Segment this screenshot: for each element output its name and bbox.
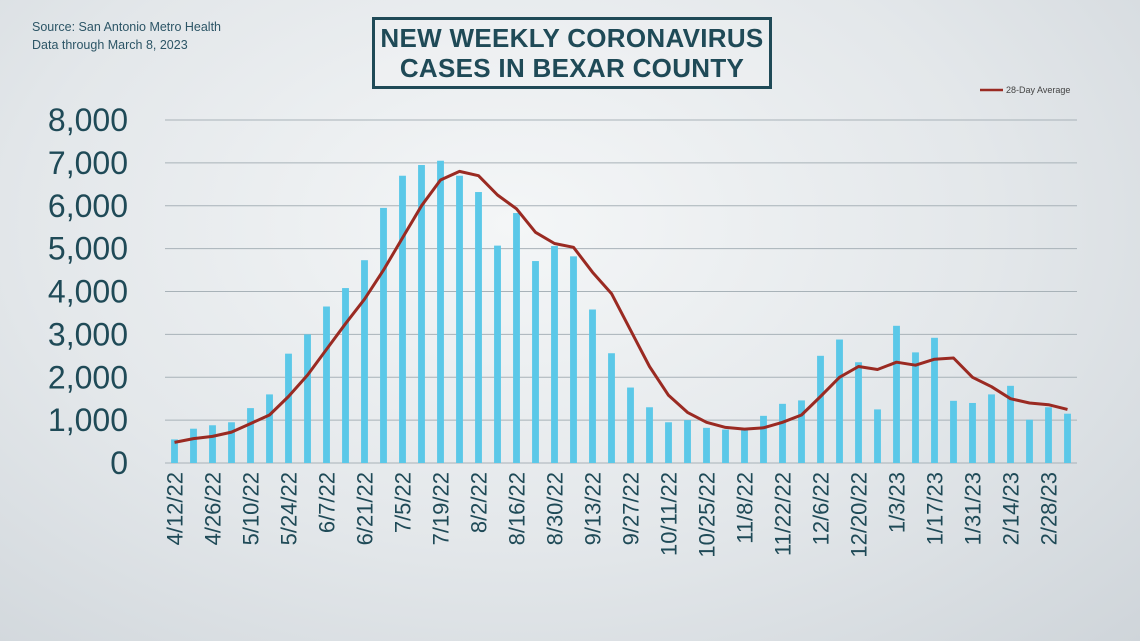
bar xyxy=(665,422,672,463)
y-tick-label: 6,000 xyxy=(48,188,128,224)
x-tick-label: 1/31/23 xyxy=(961,472,986,545)
y-tick-label: 0 xyxy=(110,445,128,481)
x-tick-label: 11/22/22 xyxy=(771,472,796,556)
bar xyxy=(684,420,691,463)
bar xyxy=(608,353,615,463)
bar xyxy=(988,394,995,463)
bar xyxy=(342,288,349,463)
legend-label: 28-Day Average xyxy=(1006,85,1070,95)
bar xyxy=(855,362,862,463)
bar xyxy=(969,402,976,463)
bar xyxy=(950,400,957,463)
bar xyxy=(874,409,881,463)
bar xyxy=(836,339,843,463)
bar xyxy=(779,403,786,463)
chart-title-box: NEW WEEKLY CORONAVIRUS CASES IN BEXAR CO… xyxy=(372,17,772,89)
y-tick-label: 7,000 xyxy=(48,145,128,181)
average-line xyxy=(174,169,1068,444)
bar xyxy=(817,355,824,463)
y-tick-label: 4,000 xyxy=(48,274,128,310)
bar xyxy=(399,175,406,464)
bar xyxy=(798,400,805,463)
chart-title-line-2: CASES IN BEXAR COUNTY xyxy=(399,53,745,83)
bar xyxy=(912,352,919,463)
bar xyxy=(627,387,634,463)
x-tick-label: 9/13/22 xyxy=(581,472,606,545)
y-tick-label: 8,000 xyxy=(48,102,128,138)
source-line: Source: San Antonio Metro Health xyxy=(32,20,222,34)
bar xyxy=(304,334,311,463)
x-tick-label: 2/28/23 xyxy=(1037,472,1062,545)
x-tick-label: 11/8/22 xyxy=(733,472,758,544)
x-tick-label: 8/30/22 xyxy=(543,472,568,545)
y-tick-label: 1,000 xyxy=(48,402,128,438)
x-tick-label: 8/16/22 xyxy=(505,472,530,545)
bar xyxy=(247,408,254,463)
x-tick-label: 8/2/22 xyxy=(467,472,492,533)
chart-title-line-1: NEW WEEKLY CORONAVIRUS xyxy=(380,23,764,53)
bar xyxy=(209,425,216,463)
bar xyxy=(285,353,292,463)
bar xyxy=(551,246,558,463)
bar xyxy=(703,427,710,463)
x-tick-label: 6/21/22 xyxy=(353,472,378,545)
x-tick-label: 10/25/22 xyxy=(695,472,720,558)
bar xyxy=(532,261,539,463)
bar xyxy=(1045,407,1052,463)
x-tick-label: 1/17/23 xyxy=(923,472,948,545)
source-note: Source: San Antonio Metro Health Data th… xyxy=(32,18,221,54)
bar xyxy=(1007,385,1014,463)
x-tick-label: 5/10/22 xyxy=(239,472,264,545)
bar xyxy=(589,309,596,463)
x-tick-label: 4/26/22 xyxy=(201,472,226,545)
bar xyxy=(722,429,729,463)
x-tick-label: 7/5/22 xyxy=(391,472,416,533)
bar xyxy=(228,422,235,463)
x-tick-label: 2/14/23 xyxy=(999,472,1024,545)
bar xyxy=(646,407,653,463)
bar xyxy=(494,245,501,463)
bar xyxy=(893,325,900,463)
bar xyxy=(931,337,938,463)
bar xyxy=(323,306,330,463)
x-tick-label: 12/20/22 xyxy=(847,472,872,558)
bar xyxy=(513,213,520,463)
x-tick-label: 5/24/22 xyxy=(277,472,302,545)
y-tick-label: 3,000 xyxy=(48,316,128,352)
bar xyxy=(380,207,387,463)
bar xyxy=(361,260,368,463)
bar xyxy=(760,415,767,463)
bar xyxy=(1064,413,1071,463)
bar xyxy=(171,439,178,463)
x-tick-label: 4/12/22 xyxy=(163,472,188,545)
x-tick-label: 9/27/22 xyxy=(619,472,644,545)
bar xyxy=(475,192,482,463)
bar xyxy=(418,165,425,464)
y-tick-label: 5,000 xyxy=(48,231,128,267)
bar xyxy=(266,394,273,463)
y-tick-label: 2,000 xyxy=(48,359,128,395)
bar xyxy=(741,429,748,463)
bar xyxy=(1026,419,1033,463)
bar xyxy=(437,160,444,463)
x-tick-label: 1/3/23 xyxy=(885,472,910,533)
x-tick-label: 6/7/22 xyxy=(315,472,340,533)
x-tick-label: 7/19/22 xyxy=(429,472,454,545)
x-tick-label: 10/11/22 xyxy=(657,472,682,556)
bar xyxy=(190,428,197,463)
bar xyxy=(570,256,577,463)
data-date-line: Data through March 8, 2023 xyxy=(32,38,188,52)
bar xyxy=(456,175,463,464)
x-tick-label: 12/6/22 xyxy=(809,472,834,545)
